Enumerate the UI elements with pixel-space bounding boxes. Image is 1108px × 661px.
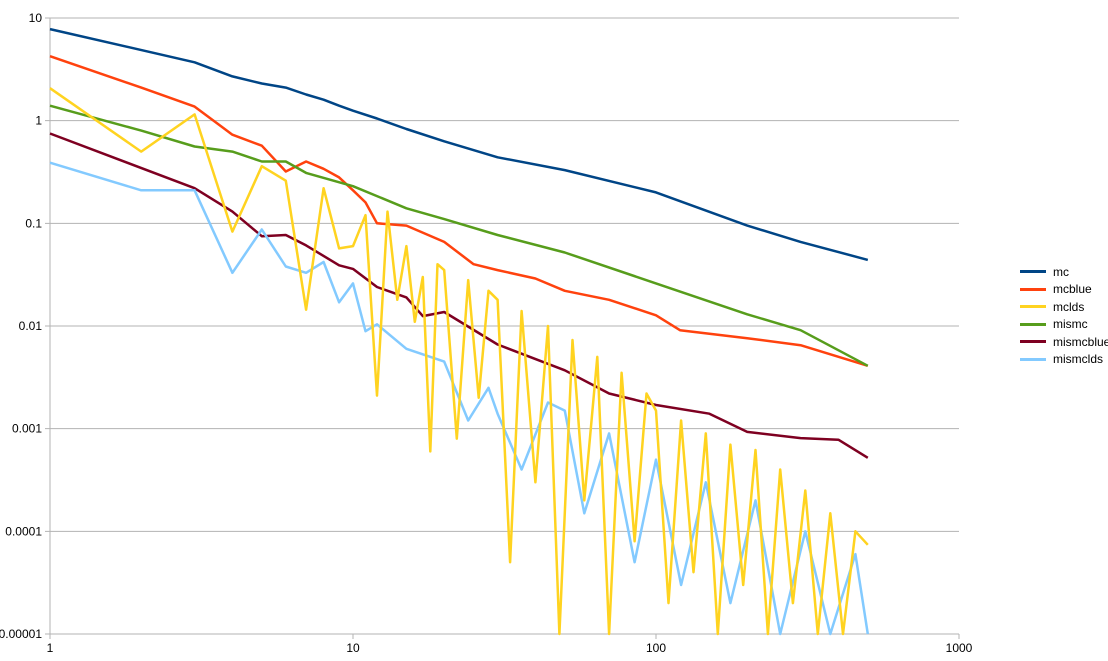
y-tick-label: 0.1 bbox=[25, 216, 42, 230]
x-tick-label: 10 bbox=[346, 641, 360, 655]
legend-swatch bbox=[1020, 322, 1046, 326]
y-tick-label: 0.0001 bbox=[5, 524, 42, 538]
legend-item-mcblue: mcblue bbox=[1020, 281, 1108, 299]
y-tick-label: 0.00001 bbox=[0, 627, 42, 641]
legend-item-mismcblue: mismcblue bbox=[1020, 333, 1108, 351]
series-line-mismc bbox=[49, 104, 869, 367]
series-line-mclds bbox=[49, 87, 869, 636]
legend-label: mismclds bbox=[1053, 352, 1103, 367]
series-line-mc bbox=[49, 27, 869, 262]
legend-swatch bbox=[1020, 357, 1046, 361]
series-line-mismcblue bbox=[49, 132, 869, 459]
legend: mc mcblue mclds mismc mismcblue mismclds bbox=[1020, 263, 1108, 368]
legend-swatch bbox=[1020, 270, 1046, 274]
legend-item-mclds: mclds bbox=[1020, 298, 1108, 316]
legend-label: mc bbox=[1053, 264, 1069, 279]
legend-item-mismclds: mismclds bbox=[1020, 351, 1108, 369]
y-tick-label: 1 bbox=[35, 114, 42, 128]
legend-label: mcblue bbox=[1053, 282, 1092, 297]
y-tick-label: 10 bbox=[29, 11, 43, 25]
series-line-mcblue bbox=[49, 55, 869, 367]
legend-swatch bbox=[1020, 287, 1046, 291]
legend-item-mismc: mismc bbox=[1020, 316, 1108, 334]
y-tick-label: 0.001 bbox=[12, 422, 42, 436]
legend-label: mismc bbox=[1053, 317, 1088, 332]
x-tick-label: 1000 bbox=[946, 641, 973, 655]
legend-label: mismcblue bbox=[1053, 334, 1108, 349]
y-tick-label: 0.01 bbox=[19, 319, 43, 333]
legend-label: mclds bbox=[1053, 299, 1085, 314]
legend-item-mc: mc bbox=[1020, 263, 1108, 281]
x-tick-label: 1 bbox=[47, 641, 54, 655]
legend-swatch bbox=[1020, 340, 1046, 344]
x-tick-label: 100 bbox=[646, 641, 666, 655]
legend-swatch bbox=[1020, 305, 1046, 309]
